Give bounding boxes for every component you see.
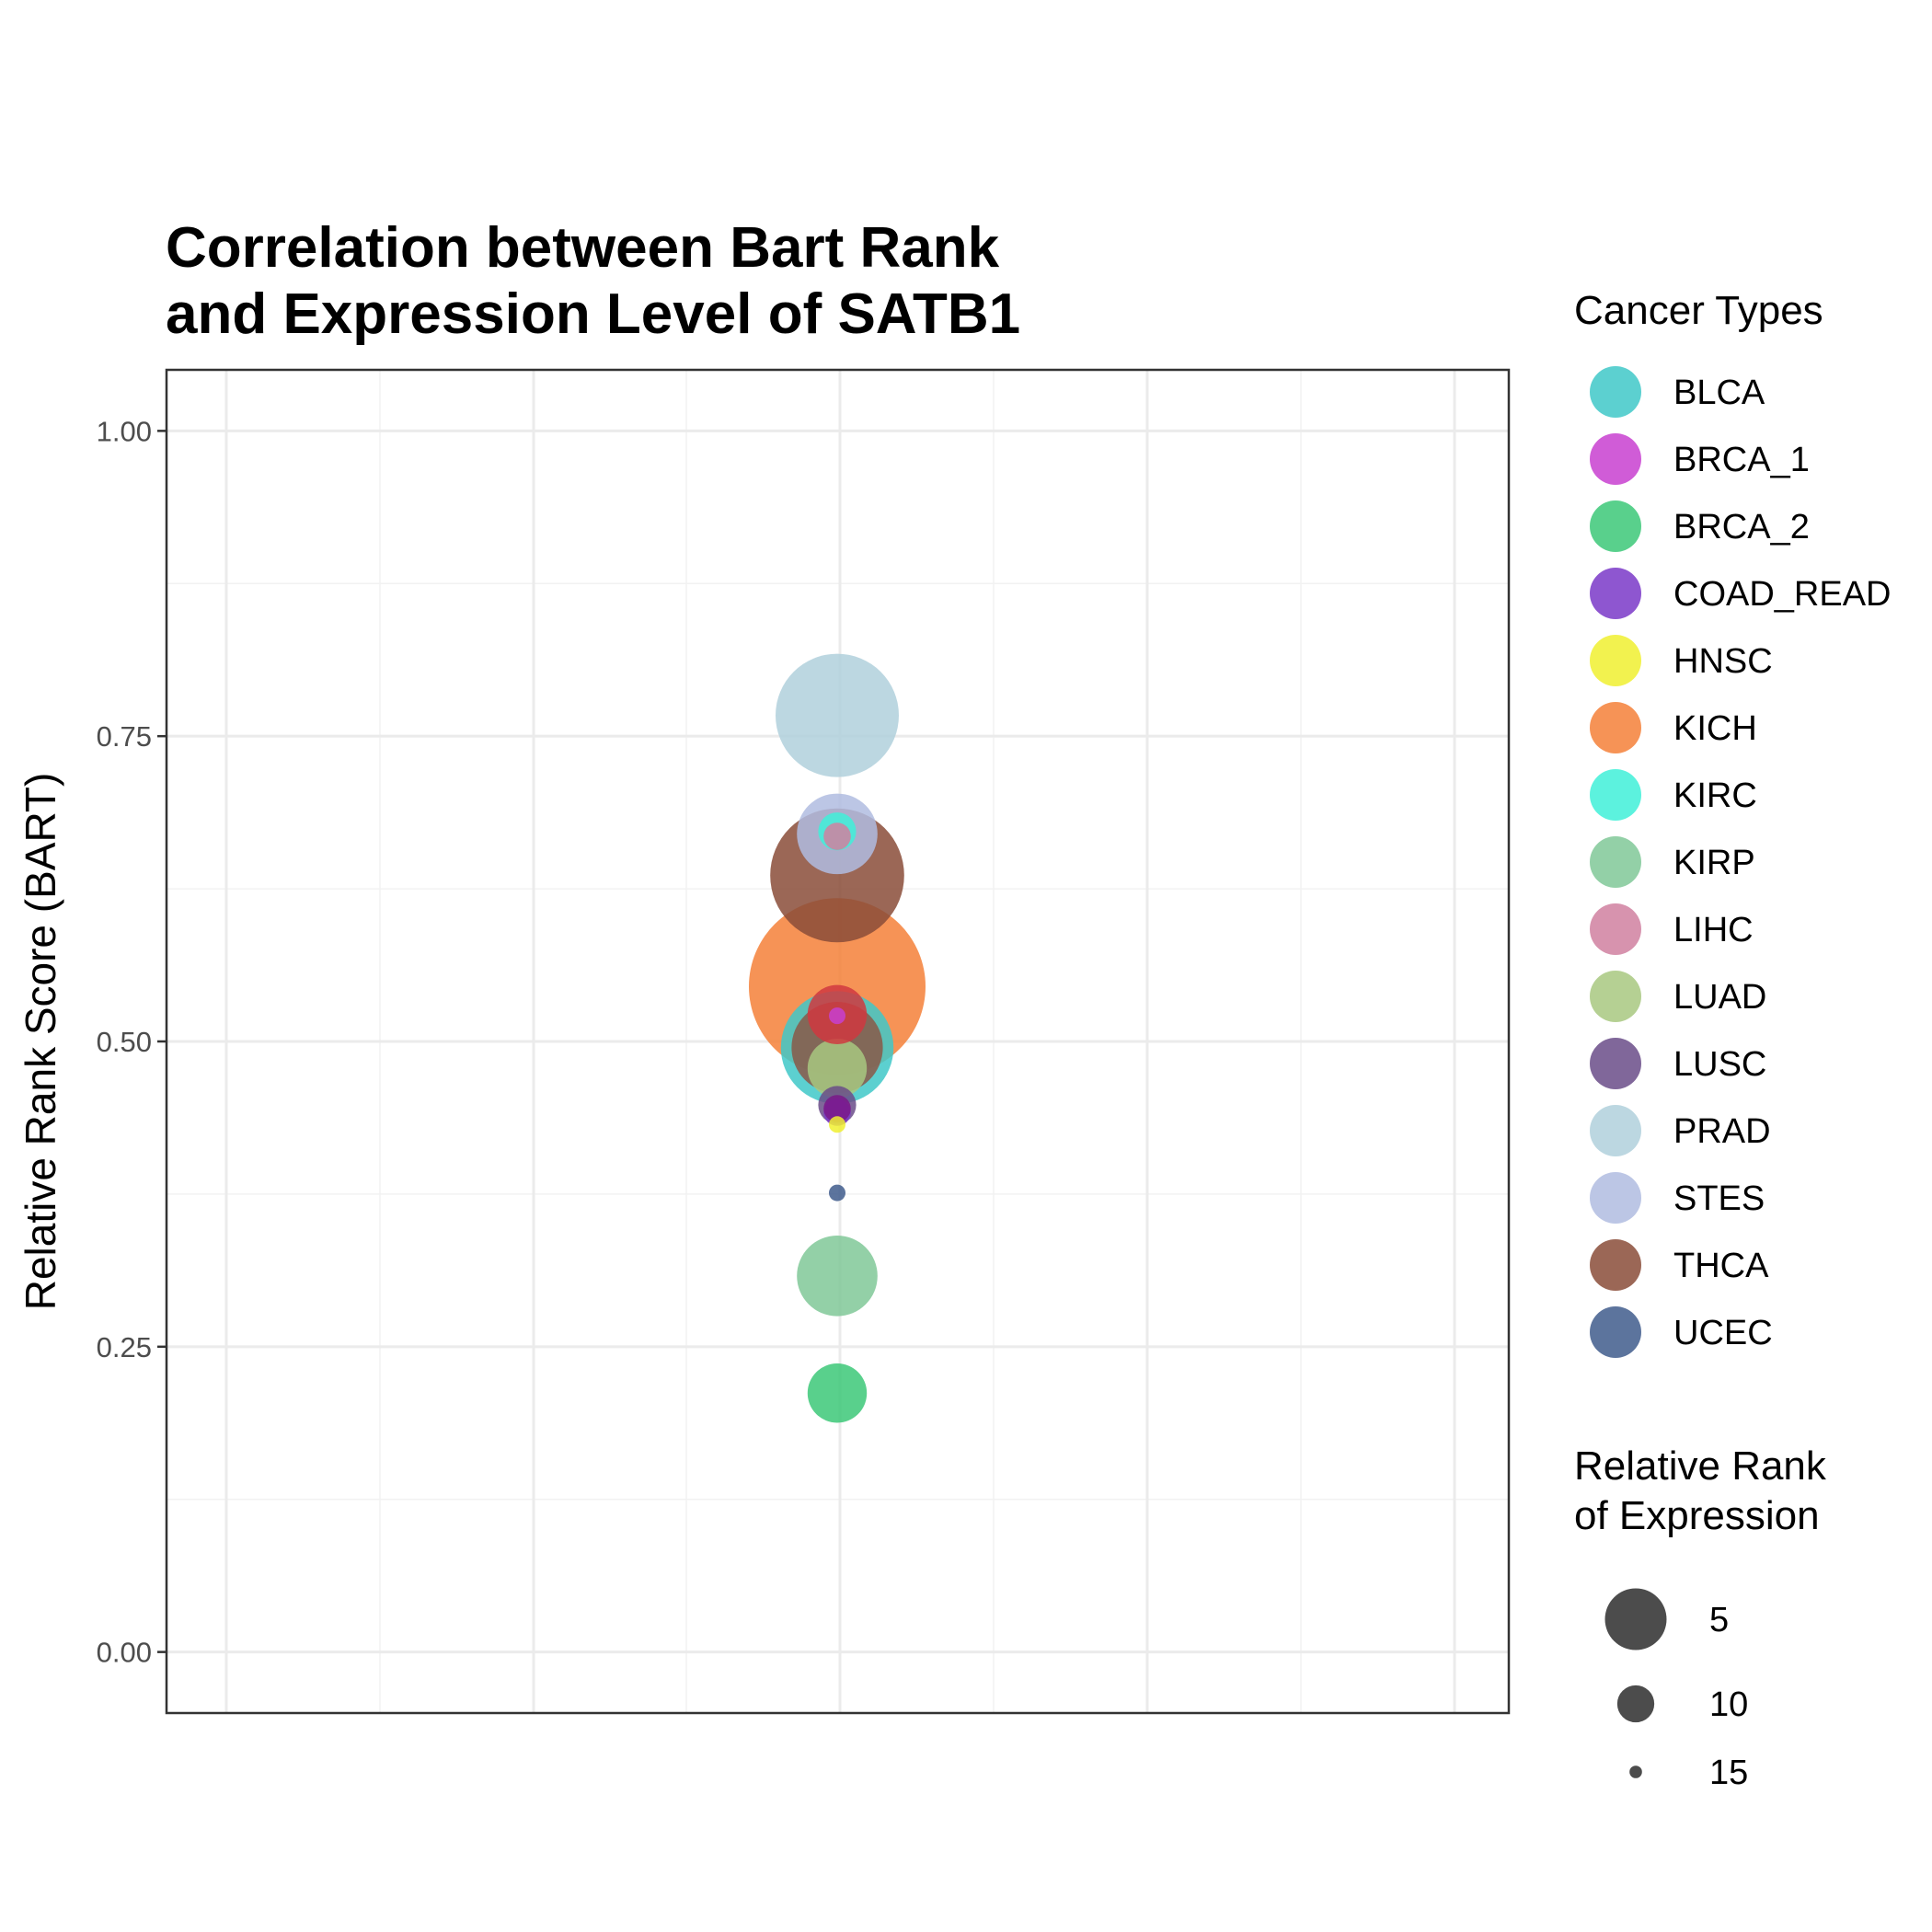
point-kirp [797,1236,878,1317]
legend-key-prad [1590,1105,1641,1156]
legend-label-thca: THCA [1673,1247,1769,1285]
y-tick-label: 0.50 [97,1026,152,1058]
legend-key-kirc [1590,769,1641,821]
legend-label-brca-2: BRCA_2 [1673,508,1810,546]
legend-key-kirp [1590,836,1641,888]
y-tick-label: 0.00 [97,1637,152,1669]
legend-key-coad-read [1590,568,1641,619]
y-tick-label: 1.00 [97,415,152,447]
legend-label-ucec: UCEC [1673,1314,1773,1352]
plot-panel [165,368,1511,1715]
legend-key-brca-2 [1590,500,1641,552]
size-legend-key [1629,1765,1642,1778]
size-legend-items: 5 10 15 [1604,1588,1748,1792]
legend-label-kirp: KIRP [1673,844,1755,882]
legend-key-thca [1590,1239,1641,1291]
legend-label-lihc: LIHC [1673,911,1754,949]
legend-key-kich [1590,702,1641,753]
y-tick-label: 0.75 [97,720,152,753]
size-legend-label: 10 [1709,1685,1748,1724]
size-legend: Relative Rank of Expression 5 10 15 [1574,1443,1827,1792]
point-hnsc [829,1116,845,1133]
size-legend-label: 5 [1709,1601,1729,1639]
data-point [823,1095,851,1122]
legend-label-prad: PRAD [1673,1112,1771,1151]
size-legend-label: 15 [1709,1754,1748,1792]
legend-key-luad [1590,971,1641,1022]
legend-key-stes [1590,1172,1641,1224]
point-lihc [823,822,851,850]
legend-key-lusc [1590,1038,1641,1089]
chart-title-line-2: and Expression Level of SATB1 [166,282,1020,346]
legend-key-hnsc [1590,635,1641,686]
point-prad [776,653,899,777]
point-brca-2 [807,1363,868,1423]
y-tick-label: 0.25 [97,1331,152,1363]
legend-label-coad-read: COAD_READ [1673,575,1892,614]
color-legend-items: BLCA BRCA_1 BRCA_2 COAD_READ HNSC KICH KIRC KIR… [1590,366,1892,1358]
legend-label-kich: KICH [1673,709,1757,748]
point-ucec [829,1184,845,1202]
legend-key-ucec [1590,1306,1641,1358]
legend-label-brca-1: BRCA_1 [1673,441,1810,479]
legend-label-stes: STES [1673,1179,1765,1218]
size-legend-key [1604,1588,1667,1650]
color-legend: Cancer Types BLCA BRCA_1 BRCA_2 COAD_READ HN… [1574,288,1892,1358]
legend-key-lihc [1590,903,1641,955]
point-luad [807,1039,868,1098]
legend-label-blca: BLCA [1673,374,1765,412]
chart-title: Correlation between Bart Rank and Expres… [166,216,1020,346]
y-axis-title: Relative Rank Score (BART) [17,773,64,1311]
size-legend-key [1616,1685,1655,1723]
legend-label-luad: LUAD [1673,978,1766,1017]
legend-label-lusc: LUSC [1673,1045,1766,1084]
data-points [749,653,926,1423]
point-brca-1 [829,1007,845,1025]
color-legend-title: Cancer Types [1574,288,1823,333]
legend-key-brca-1 [1590,433,1641,485]
size-legend-title-line-1: Relative Rank [1574,1443,1827,1489]
legend-key-blca [1590,366,1641,418]
y-axis: 0.00 0.25 0.50 0.75 1.00 [97,415,167,1669]
chart-title-line-1: Correlation between Bart Rank [166,216,1000,280]
legend-label-hnsc: HNSC [1673,642,1773,681]
size-legend-title-line-2: of Expression [1574,1493,1820,1538]
legend-label-kirc: KIRC [1673,776,1757,815]
